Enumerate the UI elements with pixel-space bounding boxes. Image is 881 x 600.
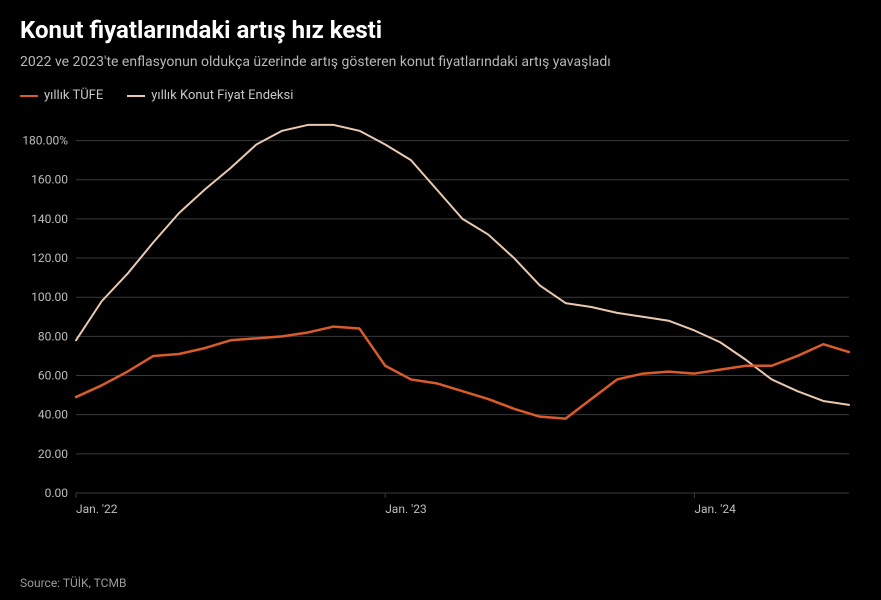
svg-text:Jan. '23: Jan. '23 [385,502,427,516]
source-text: Source: TÜİK, TCMB [20,576,126,590]
legend-item-konut: yıllık Konut Fiyat Endeksi [127,88,293,103]
legend-swatch-tufe [20,95,38,97]
svg-text:140.00: 140.00 [31,212,68,226]
svg-text:Jan. '24: Jan. '24 [694,502,736,516]
svg-text:100.00: 100.00 [31,290,68,304]
chart-title: Konut fiyatlarındaki artış hız kesti [20,16,861,44]
line-chart-svg: 0.00 20.00 40.00 60.00 80.00 100.00 120.00 140.… [20,113,861,523]
chart-area: 0.00 20.00 40.00 60.00 80.00 100.00 120.00 140.… [20,113,861,527]
svg-text:180.00%: 180.00% [22,134,68,148]
svg-text:160.00: 160.00 [31,173,68,187]
svg-text:40.00: 40.00 [38,408,68,422]
svg-text:120.00: 120.00 [31,251,68,265]
legend-swatch-konut [127,95,145,97]
legend-item-tufe: yıllık TÜFE [20,88,103,103]
legend-label-tufe: yıllık TÜFE [44,88,103,103]
svg-text:Jan. '22: Jan. '22 [76,502,118,516]
svg-text:0.00: 0.00 [45,486,69,500]
svg-text:20.00: 20.00 [38,447,68,461]
legend-label-konut: yıllık Konut Fiyat Endeksi [151,88,293,103]
svg-text:60.00: 60.00 [38,369,68,383]
legend: yıllık TÜFE yıllık Konut Fiyat Endeksi [20,88,861,103]
svg-text:80.00: 80.00 [38,329,68,343]
chart-subtitle: 2022 ve 2023'te enflasyonun oldukça üzer… [20,54,861,70]
